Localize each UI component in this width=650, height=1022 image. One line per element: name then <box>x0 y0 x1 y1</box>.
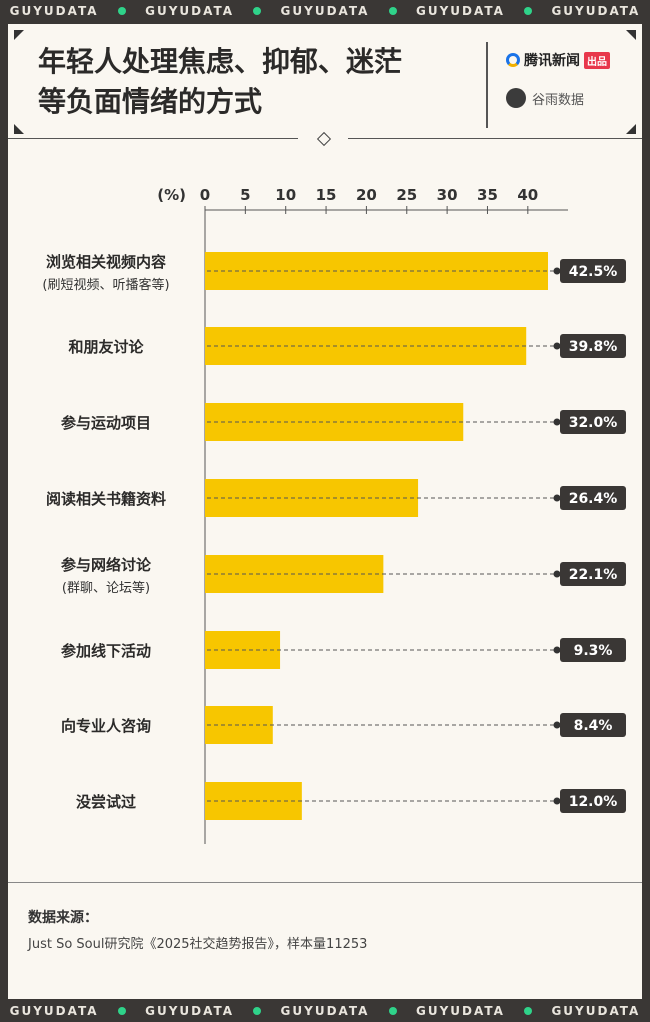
guyu-data-brand: 谷雨数据 <box>506 88 584 108</box>
header-separator-left <box>8 138 298 139</box>
value-badge <box>560 410 626 434</box>
source-label: 数据来源： <box>28 910 98 926</box>
guide-end-dot-icon <box>553 646 561 654</box>
value-badge <box>560 334 626 358</box>
green-dot-icon <box>524 1007 533 1015</box>
tencent-news-brand: 腾讯新闻 出品 <box>506 50 610 70</box>
brand-band-text: GUYUDATA <box>280 1004 370 1018</box>
x-tick-label: 15 <box>316 186 337 204</box>
value-label: 32.0% <box>569 415 618 431</box>
category-label: 参与网络讨论 <box>61 556 152 574</box>
value-label: 39.8% <box>569 339 618 355</box>
corner-triangle-icon <box>14 124 24 134</box>
brand-band-text: GUYUDATA <box>416 4 505 18</box>
tencent-news-tag: 出品 <box>584 51 610 69</box>
source-footer: 数据来源： Just So Soul研究院《2025社交趋势报告》，样本量112… <box>8 882 642 1000</box>
value-label: 9.3% <box>574 643 613 659</box>
tencent-news-name: 腾讯新闻 <box>524 53 580 69</box>
guide-end-dot-icon <box>553 570 561 578</box>
bar <box>205 327 527 365</box>
category-label: 浏览相关视频内容 <box>46 253 166 271</box>
brand-band-text: GUYUDATA <box>280 4 370 18</box>
category-label: 参与运动项目 <box>61 414 151 432</box>
header-separator-right <box>348 138 642 139</box>
source-text: Just So Soul研究院《2025社交趋势报告》，样本量11253 <box>28 937 368 952</box>
value-badge <box>560 562 626 586</box>
guyu-name: 谷雨数据 <box>532 92 585 108</box>
chart-card: 年轻人处理焦虑、抑郁、迷茫 等负面情绪的方式 腾讯新闻 出品 谷雨数据 (%) 0… <box>8 24 642 999</box>
value-label: 22.1% <box>569 567 618 583</box>
bottom-brand-band: GUYUDATA GUYUDATA GUYUDATA GUYUDATA GUYUDATA <box>0 1000 650 1022</box>
value-badge <box>560 486 626 510</box>
guide-end-dot-icon <box>553 494 561 502</box>
x-tick-label: 20 <box>356 186 377 204</box>
green-dot-icon <box>388 1007 397 1015</box>
brand-band-text: GUYUDATA <box>145 1004 234 1018</box>
category-label: 阅读相关书籍资料 <box>46 490 166 508</box>
brand-band-text: GUYUDATA <box>551 4 641 18</box>
value-label: 8.4% <box>574 718 613 734</box>
bar-chart: (%) 0 5 10 15 20 25 30 35 40 42.5% 浏览相关视频内容 (刷短视频、听播… <box>14 30 636 844</box>
x-tick-label: 0 <box>200 186 210 204</box>
green-dot-icon <box>388 7 397 15</box>
category-sublabel: (群聊、论坛等) <box>62 580 150 596</box>
brand-band-text: GUYUDATA <box>145 4 234 18</box>
value-badge <box>560 713 626 737</box>
brand-band-text: GUYUDATA <box>416 1004 505 1018</box>
guide-end-dot-icon <box>553 721 561 729</box>
title-divider <box>486 42 488 128</box>
x-tick-label: 5 <box>240 186 250 204</box>
tencent-news-logo-icon <box>506 53 520 67</box>
green-dot-icon <box>117 1007 126 1015</box>
x-tick-label: 25 <box>396 186 417 204</box>
green-dot-icon <box>524 7 533 15</box>
value-label: 26.4% <box>569 491 618 507</box>
corner-triangle-icon <box>626 30 636 40</box>
x-tick-label: 10 <box>275 186 296 204</box>
brand-band-text: GUYUDATA <box>9 4 99 18</box>
category-sublabel: (刷短视频、听播客等) <box>42 277 169 293</box>
category-label: 向专业人咨询 <box>61 717 151 735</box>
brand-band-text: GUYUDATA <box>551 1004 641 1018</box>
title-line-2: 等负面情绪的方式 <box>38 85 263 118</box>
guide-end-dot-icon <box>553 797 561 805</box>
x-tick-label: 40 <box>517 186 538 204</box>
category-label: 没尝试过 <box>76 793 136 811</box>
x-tick-label: 35 <box>477 186 498 204</box>
x-tick-label: 30 <box>437 186 458 204</box>
guide-end-dot-icon <box>553 418 561 426</box>
value-badge <box>560 789 626 813</box>
guide-end-dot-icon <box>553 267 561 275</box>
guyu-logo-icon <box>506 88 526 108</box>
top-brand-band: GUYUDATA GUYUDATA GUYUDATA GUYUDATA GUYUDATA <box>0 0 650 22</box>
corner-triangle-icon <box>626 124 636 134</box>
category-label: 参加线下活动 <box>61 642 151 660</box>
title-line-1: 年轻人处理焦虑、抑郁、迷茫 <box>38 45 403 78</box>
value-label: 12.0% <box>569 794 618 810</box>
guide-end-dot-icon <box>553 342 561 350</box>
green-dot-icon <box>253 1007 262 1015</box>
corner-triangle-icon <box>14 30 24 40</box>
value-badge <box>560 259 626 283</box>
green-dot-icon <box>253 7 262 15</box>
green-dot-icon <box>117 7 126 15</box>
page-title: 年轻人处理焦虑、抑郁、迷茫 等负面情绪的方式 <box>38 42 478 122</box>
value-badge <box>560 638 626 662</box>
value-label: 42.5% <box>569 264 618 280</box>
brand-band-text: GUYUDATA <box>9 1004 99 1018</box>
category-label: 和朋友讨论 <box>68 338 144 356</box>
unit-label: (%) <box>157 186 186 204</box>
